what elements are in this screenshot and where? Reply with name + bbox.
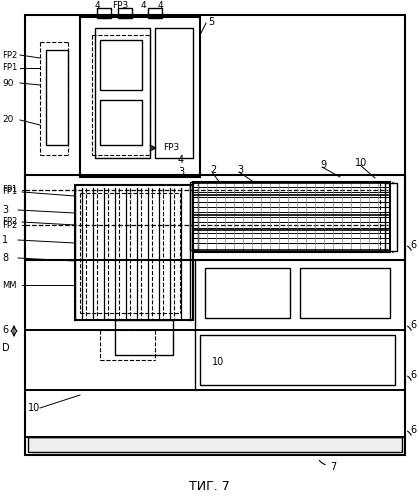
Text: 4: 4 xyxy=(178,155,184,165)
Bar xyxy=(25,390,405,437)
Text: FP1: FP1 xyxy=(2,64,17,72)
Bar xyxy=(97,8,111,18)
Bar xyxy=(100,40,142,90)
Text: FP3: FP3 xyxy=(112,0,128,10)
Text: 10: 10 xyxy=(355,158,367,168)
Bar xyxy=(46,50,68,145)
Text: FP1: FP1 xyxy=(2,188,17,196)
Bar xyxy=(25,260,405,330)
Bar xyxy=(300,268,390,318)
Text: 3: 3 xyxy=(237,165,243,175)
Text: 20: 20 xyxy=(2,116,13,124)
Text: 2: 2 xyxy=(210,165,216,175)
Text: 4: 4 xyxy=(94,0,100,10)
Text: FP2: FP2 xyxy=(2,220,17,230)
Bar xyxy=(193,182,390,252)
Bar xyxy=(118,8,132,18)
Text: 7: 7 xyxy=(330,462,336,472)
Bar xyxy=(190,182,198,250)
Bar xyxy=(155,28,193,158)
Bar xyxy=(25,15,405,455)
Bar xyxy=(115,320,173,355)
Bar xyxy=(80,17,200,177)
Text: FP2: FP2 xyxy=(2,50,17,59)
Bar xyxy=(205,268,290,318)
Text: 90: 90 xyxy=(2,78,13,88)
Text: 6: 6 xyxy=(2,325,8,335)
Bar xyxy=(25,175,405,260)
Bar xyxy=(95,28,150,158)
Text: FP3: FP3 xyxy=(163,144,179,152)
Bar xyxy=(75,185,193,320)
Text: D: D xyxy=(2,343,10,353)
Bar xyxy=(148,8,162,18)
Text: 10: 10 xyxy=(28,403,40,413)
Text: 4: 4 xyxy=(140,0,146,10)
Text: ΤИГ. 7: ΤИГ. 7 xyxy=(189,480,229,494)
Text: 6: 6 xyxy=(410,425,416,435)
Bar xyxy=(25,330,405,390)
Bar xyxy=(100,100,142,145)
Text: 9: 9 xyxy=(320,160,326,170)
Bar xyxy=(200,335,395,385)
Text: 3: 3 xyxy=(2,205,8,215)
Text: 10: 10 xyxy=(212,357,224,367)
Bar xyxy=(385,183,397,251)
Text: 8: 8 xyxy=(2,253,8,263)
Text: 1: 1 xyxy=(2,235,8,245)
Text: 6: 6 xyxy=(410,370,416,380)
Text: 4: 4 xyxy=(157,0,163,10)
Bar xyxy=(28,437,402,452)
Text: 3: 3 xyxy=(178,167,184,177)
Text: 6: 6 xyxy=(410,240,416,250)
Text: FP1: FP1 xyxy=(2,186,17,194)
Text: 5: 5 xyxy=(208,17,214,27)
Text: MM: MM xyxy=(2,280,16,289)
Text: FP2: FP2 xyxy=(2,218,17,226)
Text: 6: 6 xyxy=(410,320,416,330)
